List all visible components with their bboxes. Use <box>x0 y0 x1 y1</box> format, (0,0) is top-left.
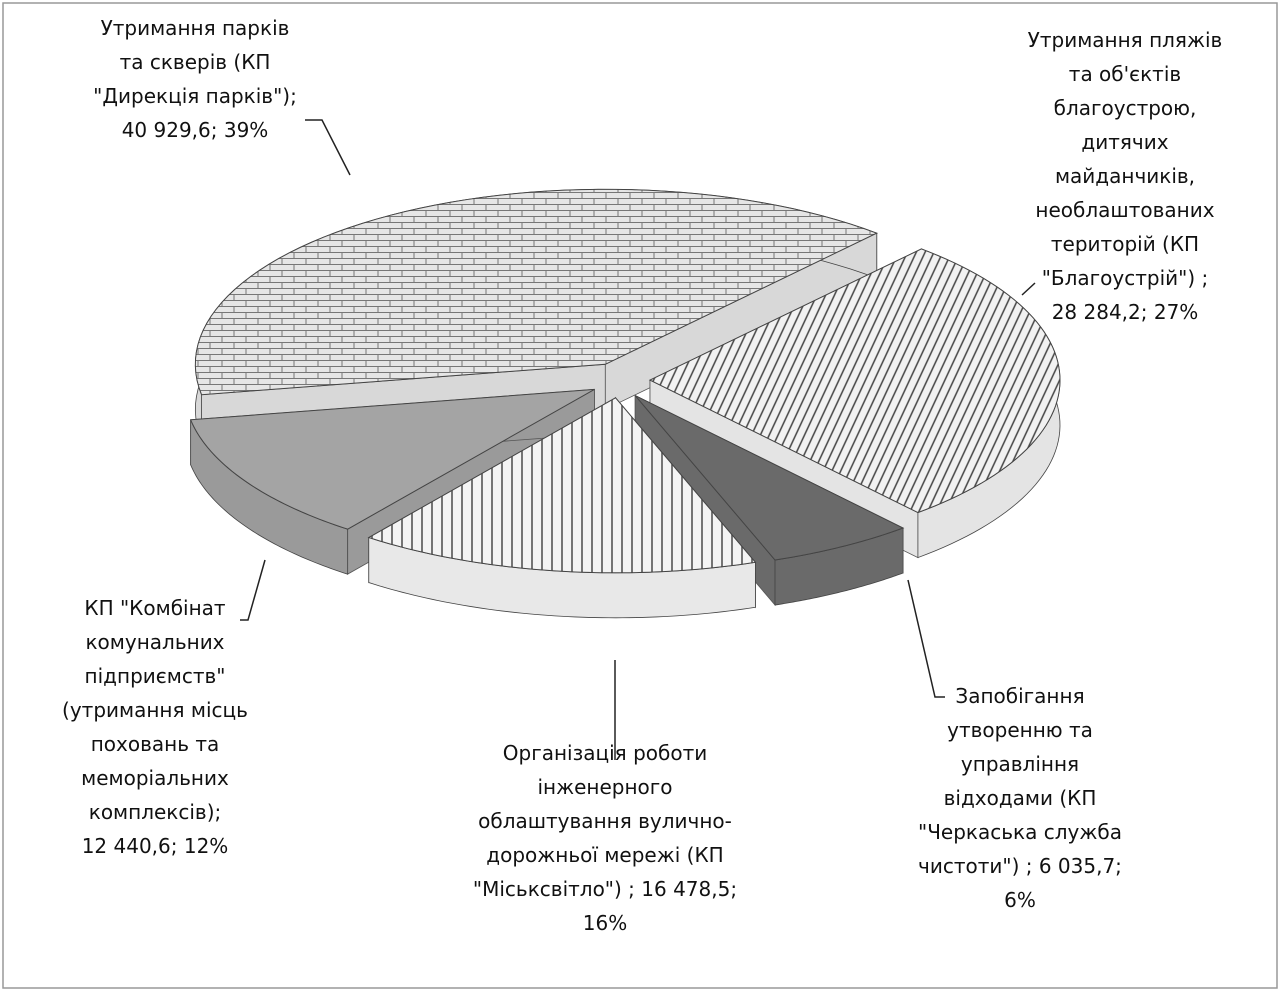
data-label: утворенню та <box>947 718 1093 742</box>
data-label: (утримання місць <box>62 698 248 722</box>
data-label: та скверів (КП <box>120 50 271 74</box>
data-label: "Черкаська служба <box>918 820 1122 844</box>
slice-top <box>648 248 1061 514</box>
data-label: благоустрою, <box>1054 96 1197 120</box>
data-label: дитячих <box>1081 130 1168 154</box>
data-label: відходами (КП <box>944 786 1097 810</box>
data-label: Утримання пляжів <box>1028 28 1223 52</box>
slice-top <box>194 188 879 396</box>
data-label: "Благоустрій") ; <box>1042 266 1209 290</box>
data-label: Запобігання <box>955 684 1084 708</box>
data-label: чистоти") ; 6 035,7; <box>918 854 1122 878</box>
data-label: 16% <box>583 911 627 935</box>
leader-line <box>240 559 266 621</box>
leader-line <box>305 119 351 176</box>
data-label: дорожньої мережі (КП <box>486 843 723 867</box>
data-label: "Дирекція парків"); <box>93 84 297 108</box>
slice-top <box>189 388 595 530</box>
data-label: управління <box>961 752 1079 776</box>
data-label: меморіальних <box>81 766 229 790</box>
data-label: територій (КП <box>1051 232 1199 256</box>
data-label: поховань та <box>91 732 220 756</box>
data-label: 6% <box>1004 888 1036 912</box>
data-label: облаштування вулично- <box>478 809 732 833</box>
data-label: майданчиків, <box>1055 164 1195 188</box>
data-label: підприємств" <box>85 664 226 688</box>
leader-line <box>907 579 945 698</box>
data-label: комунальних <box>85 630 224 654</box>
data-label: 12 440,6; 12% <box>82 834 229 858</box>
data-label: 40 929,6; 39% <box>122 118 269 142</box>
slice-top <box>367 397 757 574</box>
slice-top <box>634 395 905 561</box>
data-label: та об'єктів <box>1069 62 1181 86</box>
data-label: комплексів); <box>89 800 222 824</box>
pie-slice <box>367 396 757 619</box>
leader-line <box>1021 282 1036 296</box>
data-label: КП "Комбінат <box>84 596 226 620</box>
data-label: інженерного <box>537 775 672 799</box>
data-label: Утримання парків <box>101 16 290 40</box>
data-label: "Міськсвітло") ; 16 478,5; <box>473 877 737 901</box>
data-label: Організація роботи <box>503 741 707 765</box>
data-label: 28 284,2; 27% <box>1052 300 1199 324</box>
data-label: необлаштованих <box>1035 198 1214 222</box>
